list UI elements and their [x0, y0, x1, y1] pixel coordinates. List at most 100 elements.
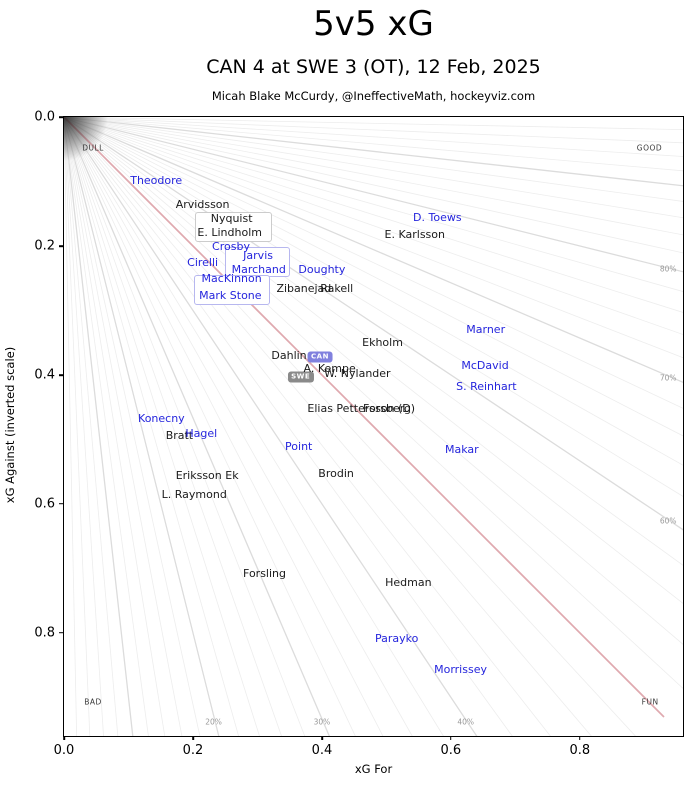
- player-label: E. Lindholm: [197, 226, 262, 240]
- fan-line: [64, 117, 91, 736]
- badge-layer: CAN SWE: [64, 117, 683, 736]
- xgf-percent-label: 60%: [659, 516, 677, 526]
- player-label: Eriksson Ek: [175, 469, 239, 483]
- fan-line: [64, 117, 683, 497]
- fan-line: [64, 117, 356, 736]
- player-label: Cirelli: [187, 255, 219, 269]
- y-tick-mark: [58, 245, 63, 247]
- player-label: Hedman: [385, 576, 432, 590]
- y-tick-label: 0.8: [34, 625, 55, 641]
- corner-label-fun: FUN: [641, 697, 659, 707]
- player-label: Theodore: [130, 174, 183, 188]
- tick-layer: 0.0 0.2 0.4 0.6 0.8 0.0 0.2 0.4 0.6 0.8: [34, 110, 683, 759]
- fan-line: [64, 117, 683, 202]
- player-label: Marner: [466, 323, 506, 337]
- fan-line: [64, 117, 551, 736]
- corner-label-dull: DULL: [82, 143, 104, 153]
- x-tick-label: 0.6: [440, 743, 462, 758]
- fan-line: [64, 117, 240, 736]
- player-label: Doughty: [298, 263, 346, 277]
- fan-line: [64, 117, 683, 466]
- chart-title: 5v5 xG: [313, 4, 434, 44]
- fan-line: [64, 117, 683, 689]
- player-label: E. Karlsson: [384, 227, 445, 241]
- fan-line: [64, 117, 683, 313]
- player-label: Elias Pettersson (D): [307, 402, 416, 416]
- y-tick-label: 0.0: [34, 109, 55, 125]
- fan-line: [64, 117, 683, 335]
- player-label: Arvidsson: [175, 197, 230, 211]
- y-tick-label: 0.6: [34, 496, 55, 512]
- fan-line: [64, 117, 683, 293]
- player-label: Makar: [444, 443, 479, 457]
- player-label: Forsberg: [363, 402, 412, 416]
- player-label: Crosby: [212, 240, 250, 254]
- x-axis-label: xG For: [354, 762, 393, 776]
- fan-line: [64, 117, 201, 736]
- y-tick-mark: [58, 116, 63, 118]
- x-tick-label: 0.0: [53, 743, 75, 758]
- fan-line: [64, 117, 683, 172]
- team-badge-swe: SWE: [287, 371, 314, 383]
- y-tick-label: 0.2: [34, 238, 55, 254]
- player-label: L. Raymond: [161, 488, 227, 502]
- player-label: McDavid: [461, 358, 509, 372]
- fan-line: [64, 117, 683, 254]
- y-tick-mark: [58, 632, 63, 634]
- x-tick-mark: [579, 736, 581, 740]
- player-label: Konecny: [138, 412, 185, 426]
- player-label: Morrissey: [434, 662, 487, 676]
- player-label: Marchand: [231, 263, 286, 277]
- fan-line: [64, 117, 78, 736]
- fan-line: [64, 117, 683, 531]
- fan-line: [64, 117, 683, 383]
- fan-line: [64, 117, 683, 359]
- player-label: Zibanejad: [276, 282, 332, 296]
- player-label: MacKinnon: [201, 272, 262, 286]
- player-label: Mark Stone: [199, 289, 262, 303]
- x-tick-label: 0.2: [182, 743, 204, 758]
- origin-shadow: [64, 117, 108, 161]
- fan-line: [64, 117, 683, 157]
- fan-line: [64, 117, 444, 736]
- fan-line: [64, 117, 413, 736]
- player-label: Brodin: [318, 466, 354, 480]
- fan-line: [64, 117, 683, 604]
- fan-line: [64, 117, 683, 409]
- fan-line: [64, 117, 149, 736]
- fan-line: [64, 117, 592, 736]
- fan-line: [64, 117, 134, 736]
- player-label: A. Kempe: [303, 362, 356, 376]
- team-badge-can: CAN: [307, 351, 333, 363]
- fan-line: [64, 117, 119, 736]
- fan-line: [64, 117, 683, 219]
- fan-line: [64, 117, 104, 736]
- fan-line: [64, 117, 683, 131]
- player-group-box: [194, 274, 270, 305]
- y-tick-label: 0.4: [34, 367, 55, 383]
- chart-subtitle: CAN 4 at SWE 3 (OT), 12 Feb, 2025: [206, 56, 541, 78]
- player-label: Nyquist: [210, 211, 253, 225]
- fan-line: [64, 117, 513, 736]
- xgf-percent-label: 40%: [457, 717, 475, 727]
- player-label: Hagel: [185, 427, 218, 441]
- y-tick-mark: [58, 374, 63, 376]
- player-label: Rakell: [320, 282, 354, 296]
- fan-line: [64, 117, 384, 736]
- fan-line: [64, 117, 683, 437]
- fan-line: [64, 117, 282, 736]
- corner-label-bad: BAD: [84, 697, 102, 707]
- y-tick-mark: [58, 503, 63, 505]
- fan-line: [64, 117, 330, 736]
- fan-line: [64, 117, 220, 736]
- fan-line: [64, 117, 683, 645]
- player-label: Jarvis: [243, 249, 273, 263]
- even-xg-line: [64, 117, 665, 718]
- xgf-percent-label: 30%: [313, 717, 331, 727]
- player-label: Parayko: [375, 631, 419, 645]
- x-tick-mark: [192, 736, 194, 740]
- player-label: S. Reinhart: [456, 380, 517, 394]
- fan-line: [64, 117, 683, 144]
- x-tick-mark: [321, 736, 323, 740]
